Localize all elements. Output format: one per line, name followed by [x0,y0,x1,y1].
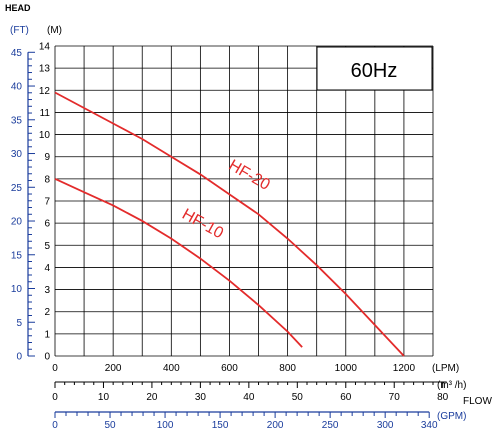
x-gpm-tick-label: 250 [322,420,339,431]
y-ft-tick-label: 25 [11,183,23,194]
y-m-tick-label: 7 [44,197,50,208]
y-m-tick-label: 14 [39,42,51,53]
y-m-tick-label: 4 [44,263,50,274]
y-ft-tick-label: 0 [16,352,22,363]
y-m-tick-label: 3 [44,285,50,296]
x-axis-m3h: 0 10 20 30 40 50 60 70 80 [52,381,449,403]
x-m3h-tick-label: 0 [52,392,58,403]
chart-title: 60Hz [351,60,398,82]
y-m-tick-label: 5 [44,241,50,252]
y-ft-tick-label: 15 [11,250,23,261]
x-lpm-tick-label: 1000 [335,363,358,374]
x-gpm-tick-label: 150 [212,420,229,431]
title-box [316,46,433,91]
y-ft-tick-label: 35 [11,115,23,126]
x-lpm-tick-label: 0 [52,363,58,374]
x-m3h-tick-label: 60 [340,392,352,403]
x-m3h-tick-label: 30 [195,392,207,403]
series-line-hf-20 [54,91,405,357]
y-m-tick-label: 2 [44,307,50,318]
series-label-hf-20: HF-20 [226,157,273,194]
y-unit-m: (M) [47,25,62,36]
x-gpm-tick-label: 50 [104,420,116,431]
x-lpm-tick-label: 400 [163,363,180,374]
x-unit-lpm: (LPM) [432,363,459,374]
x-gpm-tick-label: 0 [52,420,58,431]
x-unit-m3h: (m³ /h) [437,380,466,391]
x-lpm-tick-label: 1200 [393,363,416,374]
y-ft-tick-label: 45 [11,48,23,59]
x-m3h-tick-label: 50 [292,392,304,403]
series-label-hf-10: HF-10 [179,206,226,242]
y-m-tick-label: 1 [44,329,50,340]
y-ft-tick-label: 30 [11,149,23,160]
x-m3h-tick-label: 10 [98,392,110,403]
x-gpm-tick-label: 200 [267,420,284,431]
y-m-tick-label: 0 [44,352,50,363]
y-m-tick-label: 11 [40,108,51,119]
y-m-tick-label: 13 [39,64,51,75]
x-axis-lpm-ticks: 0 200 400 600 800 1000 1200 [52,363,415,374]
y-m-tick-label: 8 [44,174,50,185]
x-m3h-tick-label: 20 [146,392,158,403]
y-m-tick-label: 12 [39,86,51,97]
y-m-tick-label: 6 [44,219,50,230]
flow-label: FLOW [463,396,492,407]
series-line-hf-10 [54,178,303,348]
x-unit-gpm: (GPM) [437,411,466,422]
head-label: HEAD [5,3,31,13]
x-m3h-tick-label: 40 [243,392,255,403]
x-gpm-tick-label: 300 [377,420,394,431]
x-lpm-tick-label: 600 [221,363,238,374]
x-axis-gpm: 0 50 100 150 200 250 300 340 [52,411,438,431]
y-ft-tick-label: 5 [16,318,22,329]
x-gpm-tick-label: 340 [421,420,438,431]
y-m-tick-label: 9 [44,152,50,163]
y-axis-ft: 0 5 10 15 20 25 30 35 40 45 [11,48,35,363]
x-gpm-tick-label: 100 [157,420,174,431]
y-unit-ft: (FT) [10,25,29,36]
x-m3h-tick-label: 80 [437,392,449,403]
x-lpm-tick-label: 200 [105,363,122,374]
y-ft-tick-label: 20 [11,217,23,228]
grid [54,45,434,357]
x-lpm-tick-label: 800 [279,363,296,374]
y-ft-tick-label: 10 [11,284,23,295]
y-m-tick-label: 10 [39,130,51,141]
x-m3h-tick-label: 70 [389,392,401,403]
y-ft-tick-label: 40 [11,82,23,93]
